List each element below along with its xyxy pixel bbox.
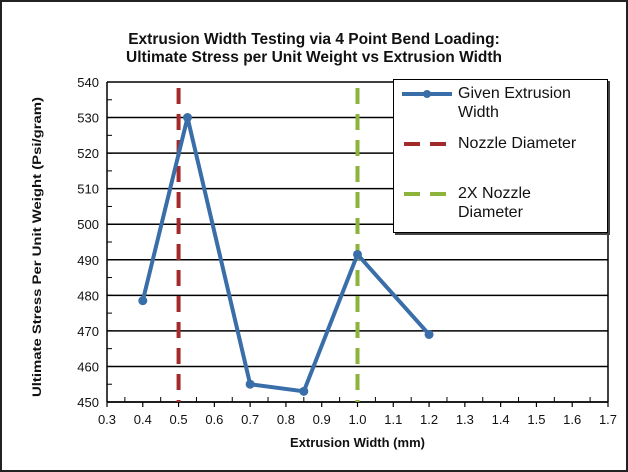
y-tick-label: 510	[77, 182, 99, 197]
x-tick-label: 1.3	[456, 412, 474, 427]
legend-item-nozzle: Nozzle Diameter	[402, 134, 576, 153]
legend-item-given-width: Given Extrusion Width	[402, 84, 598, 122]
x-tick-label: 1.4	[492, 412, 510, 427]
x-tick-label: 1.7	[599, 412, 617, 427]
x-tick-label: 1.5	[527, 412, 545, 427]
y-tick-label: 470	[77, 324, 99, 339]
x-tick-label: 1.2	[420, 412, 438, 427]
chart-title: Extrusion Width Testing via 4 Point Bend…	[0, 31, 628, 67]
series-line	[140, 117, 431, 394]
legend-item-2x-nozzle: 2X Nozzle Diameter	[402, 184, 568, 222]
y-tick-label: 450	[77, 395, 99, 410]
y-tick-label: 490	[77, 253, 99, 268]
x-tick-label: 0.9	[313, 412, 331, 427]
legend: Given Extrusion Width Nozzle Diameter 2X…	[393, 79, 608, 233]
x-tick-label: 0.7	[241, 412, 259, 427]
x-tick-label: 0.8	[277, 412, 295, 427]
x-tick-label: 1.1	[384, 412, 402, 427]
x-tick-label: 0.5	[170, 412, 188, 427]
legend-label: 2X Nozzle Diameter	[458, 185, 531, 221]
x-tick-label: 1.0	[348, 412, 366, 427]
data-point	[353, 249, 362, 259]
y-tick-label: 480	[77, 288, 99, 303]
y-tick-label: 540	[77, 75, 99, 90]
title-line-1: Extrusion Width Testing via 4 Point Bend…	[128, 31, 500, 48]
data-point	[245, 379, 255, 389]
x-tick-label: 1.6	[563, 412, 581, 427]
x-tick-label: 0.6	[205, 412, 223, 427]
legend-swatch-dashed-green	[402, 184, 452, 203]
legend-swatch-line-marker	[402, 84, 452, 103]
y-tick-label: 500	[77, 217, 99, 232]
x-tick-label: 0.4	[134, 412, 152, 427]
y-tick-label: 460	[77, 359, 99, 374]
data-point	[183, 113, 193, 123]
legend-swatch-dashed-red	[402, 134, 452, 153]
y-tick-label: 520	[77, 146, 99, 161]
legend-label: Given Extrusion Width	[458, 85, 571, 121]
title-line-2: Ultimate Stress per Unit Weight vs Extru…	[126, 49, 502, 66]
y-tick-label: 530	[77, 111, 99, 126]
x-tick-label: 0.3	[98, 412, 116, 427]
data-point	[299, 386, 309, 396]
legend-label: Nozzle Diameter	[458, 135, 577, 152]
data-point	[424, 329, 434, 339]
y-axis-label: Ultimate Stress Per Unit Weight (Psi/gra…	[30, 97, 44, 397]
data-point	[138, 296, 148, 306]
x-axis-label: Extrusion Width (mm)	[290, 435, 425, 450]
